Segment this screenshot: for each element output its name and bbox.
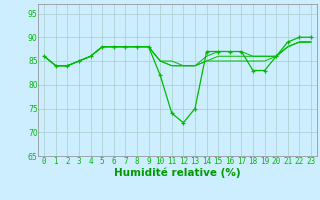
- X-axis label: Humidité relative (%): Humidité relative (%): [114, 167, 241, 178]
